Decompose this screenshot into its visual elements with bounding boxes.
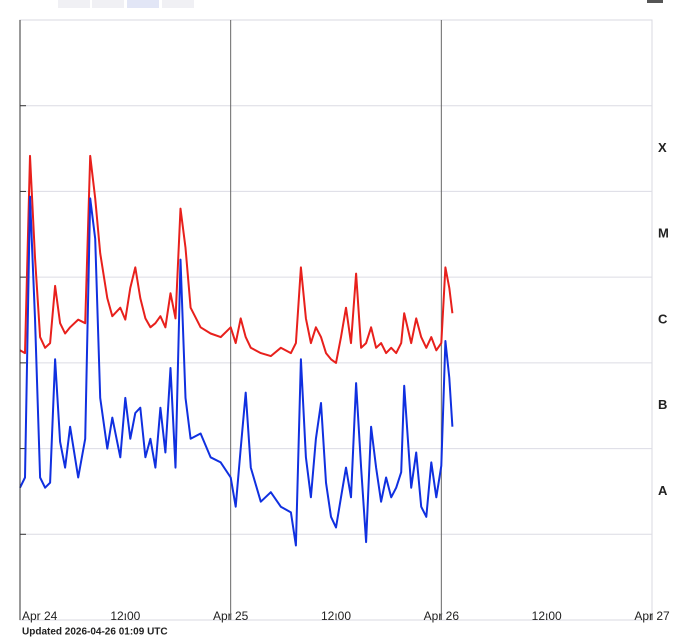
class-label: C [658, 311, 668, 326]
plot-frame [19, 19, 653, 621]
class-label: B [658, 397, 667, 412]
series-line [19, 195, 454, 547]
menu-icon[interactable] [647, 0, 663, 3]
class-label: X [658, 140, 667, 155]
tab[interactable] [127, 0, 159, 8]
x-tick-label: Apr 24 [22, 609, 58, 623]
series [19, 154, 454, 547]
tab[interactable] [162, 0, 194, 8]
series-line [19, 154, 454, 364]
tab[interactable] [92, 0, 124, 8]
tab[interactable] [58, 0, 90, 8]
class-label: A [658, 483, 668, 498]
footer: Updated 2026-04-26 01:09 UTC [22, 627, 168, 638]
class-label: M [658, 226, 669, 241]
